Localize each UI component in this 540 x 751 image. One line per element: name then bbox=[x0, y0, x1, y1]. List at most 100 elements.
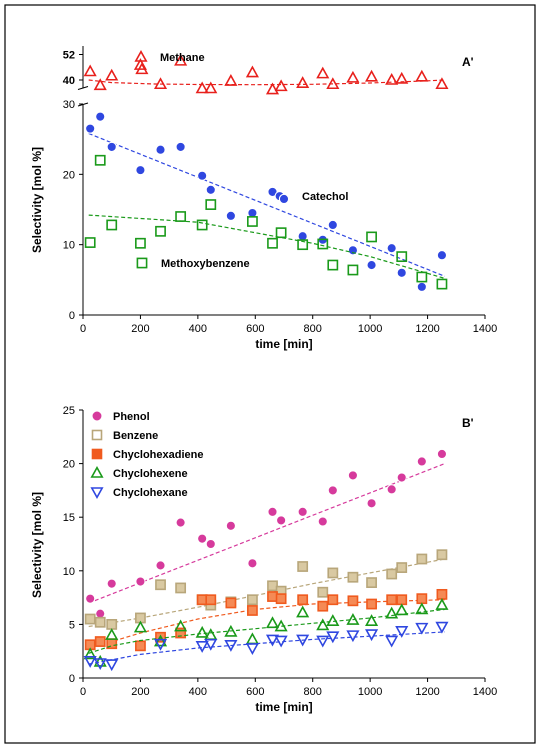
benzene-point bbox=[298, 562, 307, 571]
phenol-point bbox=[198, 534, 207, 543]
y-tick-label: 25 bbox=[63, 405, 75, 417]
chyclohexadiene-point bbox=[328, 595, 337, 604]
x-axis-title: time [min] bbox=[255, 337, 312, 351]
catechol-point bbox=[348, 246, 357, 255]
catechol-point bbox=[96, 112, 105, 121]
legend-label: Chyclohexane bbox=[113, 487, 188, 499]
benzene-point bbox=[348, 573, 357, 582]
phenol-point bbox=[367, 499, 376, 508]
y-tick-label: 5 bbox=[69, 619, 75, 631]
benzene-point bbox=[387, 569, 396, 578]
chyclohexadiene-point bbox=[136, 641, 145, 650]
benzene-point bbox=[96, 618, 105, 627]
x-tick-label: 1000 bbox=[358, 686, 382, 698]
chyclohexadiene-point bbox=[206, 595, 215, 604]
phenol-point bbox=[298, 507, 307, 516]
benzene-point bbox=[176, 583, 185, 592]
x-tick-label: 600 bbox=[246, 323, 264, 335]
catechol-point bbox=[367, 260, 376, 269]
x-tick-label: 600 bbox=[246, 686, 264, 698]
y-tick-label: 15 bbox=[63, 512, 75, 524]
phenol-point bbox=[328, 486, 337, 495]
chyclohexadiene-point bbox=[367, 599, 376, 608]
catechol-point bbox=[279, 194, 288, 203]
benzene-point bbox=[318, 588, 327, 597]
phenol-point bbox=[156, 561, 165, 570]
legend-label: Chyclohexene bbox=[113, 468, 188, 480]
x-tick-label: 1000 bbox=[358, 323, 382, 335]
legend-label: Phenol bbox=[113, 411, 150, 423]
benzene-point bbox=[367, 578, 376, 587]
chyclohexadiene-point bbox=[417, 594, 426, 603]
figure-frame bbox=[5, 5, 535, 743]
chyclohexadiene-point bbox=[96, 637, 105, 646]
catechol-point bbox=[176, 142, 185, 151]
y-tick-label: 20 bbox=[63, 459, 75, 471]
x-tick-label: 0 bbox=[80, 686, 86, 698]
phenol-point bbox=[206, 539, 215, 548]
benzene-point bbox=[86, 614, 95, 623]
x-tick-label: 400 bbox=[189, 686, 207, 698]
phenol-point bbox=[397, 473, 406, 482]
phenol-point bbox=[277, 516, 286, 525]
catechol-point bbox=[107, 142, 116, 151]
x-tick-label: 200 bbox=[131, 323, 149, 335]
phenol-point bbox=[318, 517, 327, 526]
x-tick-label: 0 bbox=[80, 323, 86, 335]
chyclohexadiene-point bbox=[248, 606, 257, 615]
phenol-point bbox=[387, 485, 396, 494]
phenol-point bbox=[348, 471, 357, 480]
phenol-point bbox=[107, 579, 116, 588]
x-tick-label: 200 bbox=[131, 686, 149, 698]
x-tick-label: 1400 bbox=[473, 686, 497, 698]
catechol-point bbox=[86, 124, 95, 133]
phenol-point bbox=[268, 507, 277, 516]
phenol-point bbox=[136, 577, 145, 586]
chyclohexadiene-point bbox=[298, 595, 307, 604]
y-tick-upper-label: 40 bbox=[63, 75, 75, 87]
catechol-label: Catechol bbox=[302, 191, 348, 203]
x-tick-label: 1200 bbox=[415, 686, 439, 698]
chyclohexadiene-point bbox=[226, 598, 235, 607]
y-tick-upper-label: 52 bbox=[63, 50, 75, 62]
catechol-point bbox=[437, 251, 446, 260]
chyclohexadiene-point bbox=[277, 594, 286, 603]
y-tick-label: 20 bbox=[63, 169, 75, 181]
catechol-point bbox=[226, 211, 235, 220]
phenol-point bbox=[437, 449, 446, 458]
phenol-point bbox=[417, 457, 426, 466]
chyclohexadiene-point bbox=[397, 595, 406, 604]
legend-swatch bbox=[92, 411, 102, 421]
chyclohexadiene-point bbox=[348, 596, 357, 605]
y-tick-label: 30 bbox=[63, 99, 75, 111]
y-axis-title: Selectivity [mol %] bbox=[30, 147, 44, 253]
x-tick-label: 1200 bbox=[415, 323, 439, 335]
y-tick-label: 10 bbox=[63, 566, 75, 578]
y-tick-label: 0 bbox=[69, 673, 75, 685]
panel-label: A' bbox=[462, 55, 474, 69]
y-tick-label: 10 bbox=[63, 240, 75, 252]
catechol-point bbox=[206, 185, 215, 194]
y-tick-label: 0 bbox=[69, 310, 75, 322]
chyclohexadiene-point bbox=[387, 595, 396, 604]
phenol-point bbox=[86, 594, 95, 603]
panel-label: B' bbox=[462, 416, 474, 430]
catechol-point bbox=[387, 244, 396, 253]
catechol-point bbox=[328, 220, 337, 229]
phenol-point bbox=[176, 518, 185, 527]
methane-label: Methane bbox=[160, 52, 205, 64]
catechol-point bbox=[417, 282, 426, 291]
catechol-point bbox=[198, 171, 207, 180]
catechol-point bbox=[156, 145, 165, 154]
x-tick-label: 400 bbox=[189, 323, 207, 335]
legend-label: Benzene bbox=[113, 430, 158, 442]
legend-label: Chyclohexadiene bbox=[113, 449, 203, 461]
legend-swatch bbox=[93, 450, 102, 459]
catechol-point bbox=[397, 268, 406, 277]
benzene-point bbox=[397, 563, 406, 572]
x-tick-label: 800 bbox=[304, 686, 322, 698]
x-axis-title: time [min] bbox=[255, 700, 312, 714]
methoxybenzene-label: Methoxybenzene bbox=[161, 258, 250, 270]
chyclohexadiene-point bbox=[437, 590, 446, 599]
